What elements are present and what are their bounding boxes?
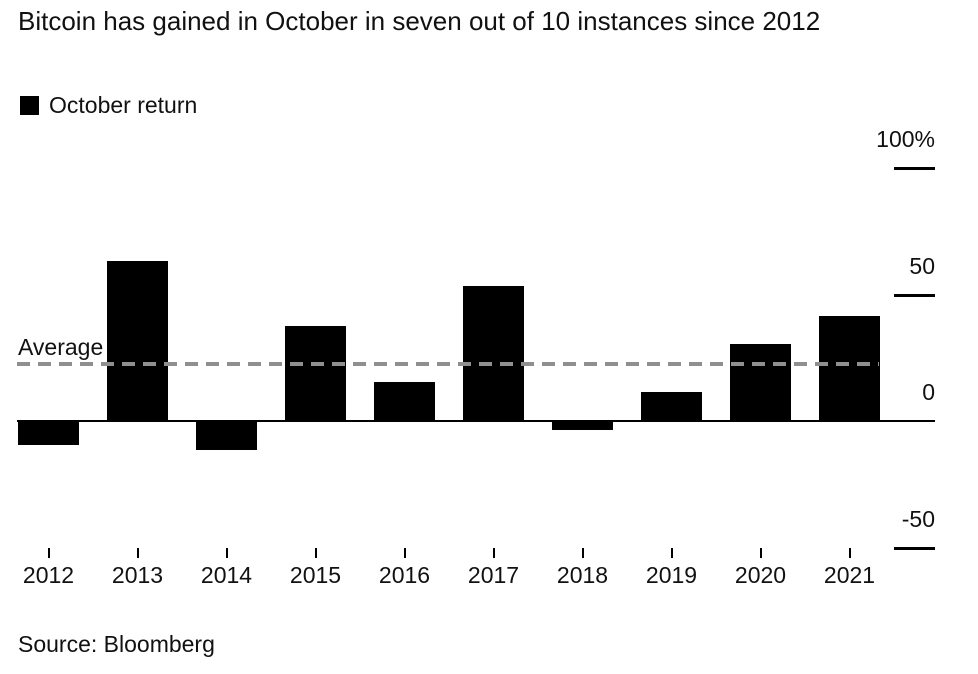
average-dashed-line-overlay bbox=[17, 362, 879, 366]
x-tick-label-2018: 2018 bbox=[556, 562, 609, 588]
x-tick-label-2019: 2019 bbox=[645, 562, 698, 588]
x-tick-label-2012: 2012 bbox=[22, 562, 75, 588]
x-tick-2016 bbox=[404, 548, 406, 558]
legend: October return bbox=[20, 91, 197, 119]
x-tick-label-2013: 2013 bbox=[111, 562, 164, 588]
chart-title: Bitcoin has gained in October in seven o… bbox=[18, 6, 821, 36]
x-axis-zero-line bbox=[17, 420, 935, 422]
x-tick-2015 bbox=[315, 548, 317, 558]
x-tick-2020 bbox=[760, 548, 762, 558]
x-tick-label-2014: 2014 bbox=[200, 562, 253, 588]
x-tick-2018 bbox=[582, 548, 584, 558]
source-attribution: Source: Bloomberg bbox=[18, 631, 215, 657]
y-tick-dash-50 bbox=[894, 294, 935, 297]
y-tick-dash--50 bbox=[894, 547, 935, 550]
bar-2014 bbox=[196, 420, 257, 450]
x-tick-label-2015: 2015 bbox=[289, 562, 342, 588]
legend-swatch-icon bbox=[20, 95, 39, 115]
x-tick-2021 bbox=[849, 548, 851, 558]
y-tick-label--50: -50 bbox=[901, 506, 935, 532]
legend-label: October return bbox=[49, 92, 198, 118]
bar-2017 bbox=[463, 286, 524, 420]
bar-2016 bbox=[374, 382, 435, 420]
y-tick-label-0: 0 bbox=[922, 379, 935, 405]
x-tick-label-2020: 2020 bbox=[734, 562, 787, 588]
y-tick-label-100: 100% bbox=[876, 126, 935, 152]
y-tick-dash-100 bbox=[894, 167, 935, 170]
x-tick-label-2021: 2021 bbox=[823, 562, 876, 588]
bar-2012 bbox=[18, 420, 79, 445]
average-line-label: Average bbox=[18, 334, 104, 360]
x-tick-label-2017: 2017 bbox=[467, 562, 520, 588]
bar-2019 bbox=[641, 392, 702, 420]
x-tick-2014 bbox=[226, 548, 228, 558]
x-tick-2019 bbox=[671, 548, 673, 558]
bar-2021 bbox=[819, 316, 880, 420]
bar-2013 bbox=[107, 261, 168, 420]
x-tick-2017 bbox=[493, 548, 495, 558]
x-tick-2013 bbox=[137, 548, 139, 558]
bar-2018 bbox=[552, 420, 613, 430]
x-tick-2012 bbox=[48, 548, 50, 558]
x-tick-label-2016: 2016 bbox=[378, 562, 431, 588]
y-tick-label-50: 50 bbox=[909, 253, 935, 279]
bar-2020 bbox=[730, 344, 791, 420]
bar-2015 bbox=[285, 326, 346, 420]
